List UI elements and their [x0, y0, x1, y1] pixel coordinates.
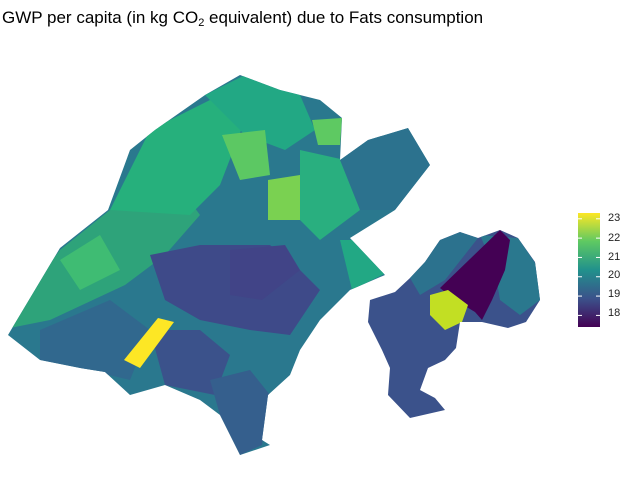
legend-gradient-bar [578, 213, 600, 327]
district-south-west-mid [150, 330, 230, 395]
district-south-dark [230, 245, 300, 300]
district-yellow [124, 318, 174, 368]
district-far-east [340, 128, 430, 210]
district-south-tail [210, 370, 270, 455]
legend-tick-label: 18 [608, 307, 621, 319]
east-region [368, 230, 540, 418]
district-west-light [60, 235, 120, 290]
district-north-b [205, 75, 315, 150]
legend-tick-label: 22 [608, 232, 621, 244]
east-district-lime [430, 290, 468, 330]
map-title: GWP per capita (in kg CO2 equivalent) du… [2, 8, 484, 29]
district-southwest [40, 300, 150, 380]
district-center-north [222, 130, 270, 180]
district-northeast-green [312, 118, 342, 145]
legend-tick-label: 19 [608, 288, 621, 300]
district-east-edge [340, 240, 388, 290]
legend-tick-label: 21 [608, 251, 621, 263]
district-center-bright [268, 175, 305, 220]
main-region [8, 75, 430, 455]
legend-colorbar [578, 213, 600, 327]
district-north-a [110, 100, 245, 215]
legend-tick-label: 20 [608, 269, 621, 281]
east-district-north [410, 232, 478, 295]
legend-tick-label: 23 [608, 212, 621, 224]
